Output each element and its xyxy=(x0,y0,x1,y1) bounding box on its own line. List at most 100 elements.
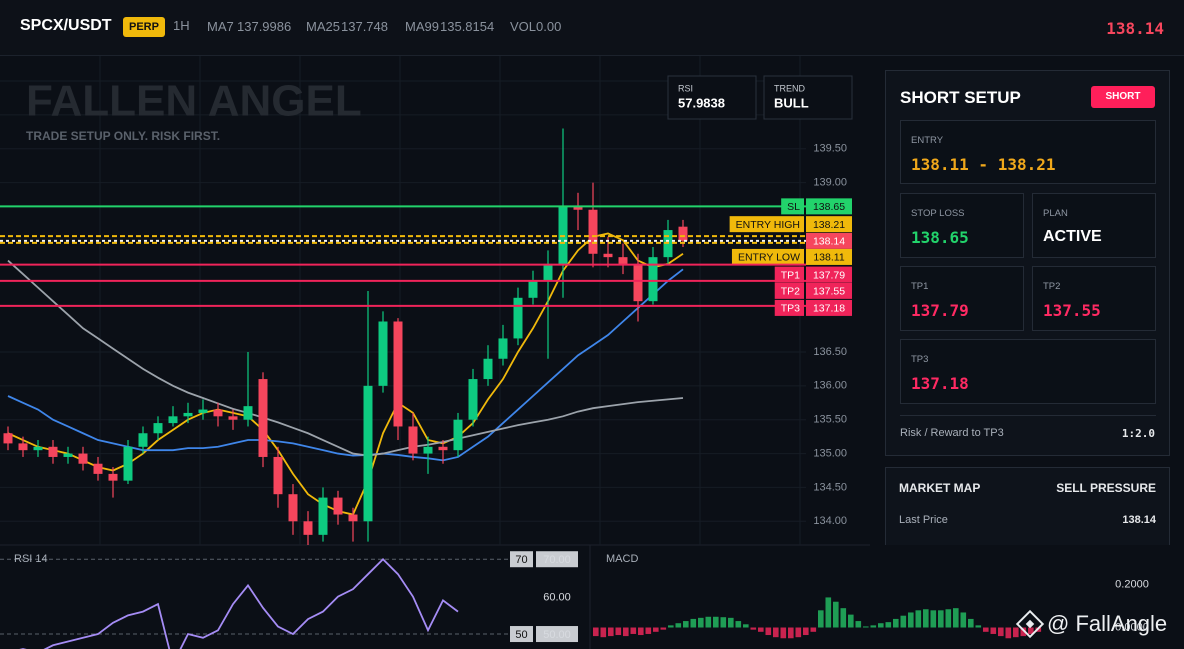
macd-bar xyxy=(660,627,667,630)
candle-body xyxy=(108,473,118,481)
y-tick-label: 136.00 xyxy=(813,380,847,392)
tick-box xyxy=(536,551,578,568)
candle-body xyxy=(678,226,688,241)
header: SPCX/USDT PERP 1H MA7 137.9986 MA25 137.… xyxy=(0,0,1184,56)
rr-value: 1:2.0 xyxy=(1121,427,1155,440)
panel-title: MACD xyxy=(606,553,638,565)
card-value: 137.79 xyxy=(911,301,969,320)
card-label: ENTRY xyxy=(911,135,944,146)
ma-line xyxy=(7,268,684,462)
macd-bar xyxy=(668,625,674,628)
macd-bar xyxy=(968,618,974,628)
candle-body xyxy=(228,416,238,420)
candle-body xyxy=(438,446,448,451)
macd-bar xyxy=(855,621,862,628)
macd-bar xyxy=(975,625,982,628)
candle-body xyxy=(258,379,268,457)
candle-body xyxy=(483,358,493,380)
level-label: TP2 xyxy=(781,286,800,298)
card-value: 138.65 xyxy=(911,228,969,247)
macd-bar xyxy=(1020,627,1027,637)
level-label: ENTRY LOW xyxy=(738,252,800,264)
macd-bar xyxy=(780,627,787,639)
candle-body xyxy=(333,497,343,515)
level-label: TP3 xyxy=(781,303,800,315)
watermark: @ FallAngle xyxy=(1015,609,1167,639)
macd-bar xyxy=(908,612,914,628)
y-tick-label: 0.0000 xyxy=(1115,621,1149,633)
candle-body xyxy=(528,280,538,298)
badge: PERP xyxy=(123,17,165,37)
tp-card: TP1 137.79 xyxy=(900,266,1024,331)
level-value-box xyxy=(806,248,852,265)
row-value: 138.14 xyxy=(1122,514,1156,526)
candle-body xyxy=(498,338,508,359)
band-box xyxy=(510,551,533,568)
macd-bar xyxy=(938,610,944,628)
candle-body xyxy=(393,321,403,427)
candle-body xyxy=(243,406,253,420)
level-value-box xyxy=(806,266,852,283)
candle-body xyxy=(558,206,568,264)
macd-bar xyxy=(893,618,899,628)
y-tick-label: 60.00 xyxy=(543,592,571,604)
level-value-box xyxy=(806,282,852,299)
candle-body xyxy=(378,321,388,386)
macd-bar xyxy=(720,617,727,628)
card-value: 137.55 xyxy=(1043,301,1101,320)
stat-label: TREND xyxy=(774,83,805,93)
ma-name: MA7 xyxy=(207,19,234,34)
y-tick-label: 139.50 xyxy=(813,143,847,155)
stat-value: BULL xyxy=(774,95,809,110)
level-value: 138.65 xyxy=(813,201,845,213)
candle-body xyxy=(183,412,193,417)
candle-body xyxy=(93,463,103,474)
stat-box xyxy=(763,75,853,120)
chart-title: FALLEN ANGEL xyxy=(26,77,362,126)
macd-bar xyxy=(863,626,869,628)
y-tick-label: 139.00 xyxy=(813,177,847,189)
band-label: 50 xyxy=(515,629,527,641)
setup-panel: SHORT SETUP SHORT ENTRY 138.11 - 138.21 S… xyxy=(885,70,1170,456)
candle-body xyxy=(633,263,643,302)
stat-label: RSI xyxy=(678,83,693,93)
macd-bar xyxy=(645,627,652,634)
ma-value: 135.8154 xyxy=(440,19,495,34)
macd-bar xyxy=(885,622,892,628)
band-box xyxy=(510,626,533,643)
candle-body xyxy=(468,379,478,420)
macd-bar xyxy=(630,627,637,634)
level-value: 138.11 xyxy=(813,252,844,264)
level-value: 138.14 xyxy=(813,236,845,248)
macd-bar xyxy=(960,612,967,628)
level-value-box xyxy=(806,299,852,316)
candle-body xyxy=(408,426,418,454)
macd-bar xyxy=(1005,627,1012,639)
entry-card: ENTRY 138.11 - 138.21 xyxy=(900,120,1156,184)
macd-bar xyxy=(795,627,802,638)
panel-title: RSI 14 xyxy=(14,553,48,565)
ma-value: 137.9986 xyxy=(237,19,292,34)
interval[interactable]: 1H xyxy=(173,18,190,33)
ma-line xyxy=(7,232,684,516)
macd-bar xyxy=(983,627,989,632)
candle-body xyxy=(543,263,553,281)
candle-body xyxy=(168,416,178,424)
y-tick-label: 0.2000 xyxy=(1115,578,1149,590)
card-value: ACTIVE xyxy=(1043,228,1102,245)
macd-bar xyxy=(593,627,599,637)
separator xyxy=(900,415,1156,416)
candle-body xyxy=(618,257,628,264)
level-label-box xyxy=(774,282,804,299)
macd-bar xyxy=(900,615,907,628)
ma-name: MA25 xyxy=(306,19,340,34)
macd-bar xyxy=(803,627,809,636)
candle-body xyxy=(48,446,58,457)
candle-body xyxy=(513,297,523,339)
macd-bar xyxy=(825,597,832,628)
level-label: SL xyxy=(787,201,800,213)
level-value-box xyxy=(806,198,852,215)
candle-body xyxy=(213,409,223,417)
macd-bar xyxy=(923,609,929,628)
